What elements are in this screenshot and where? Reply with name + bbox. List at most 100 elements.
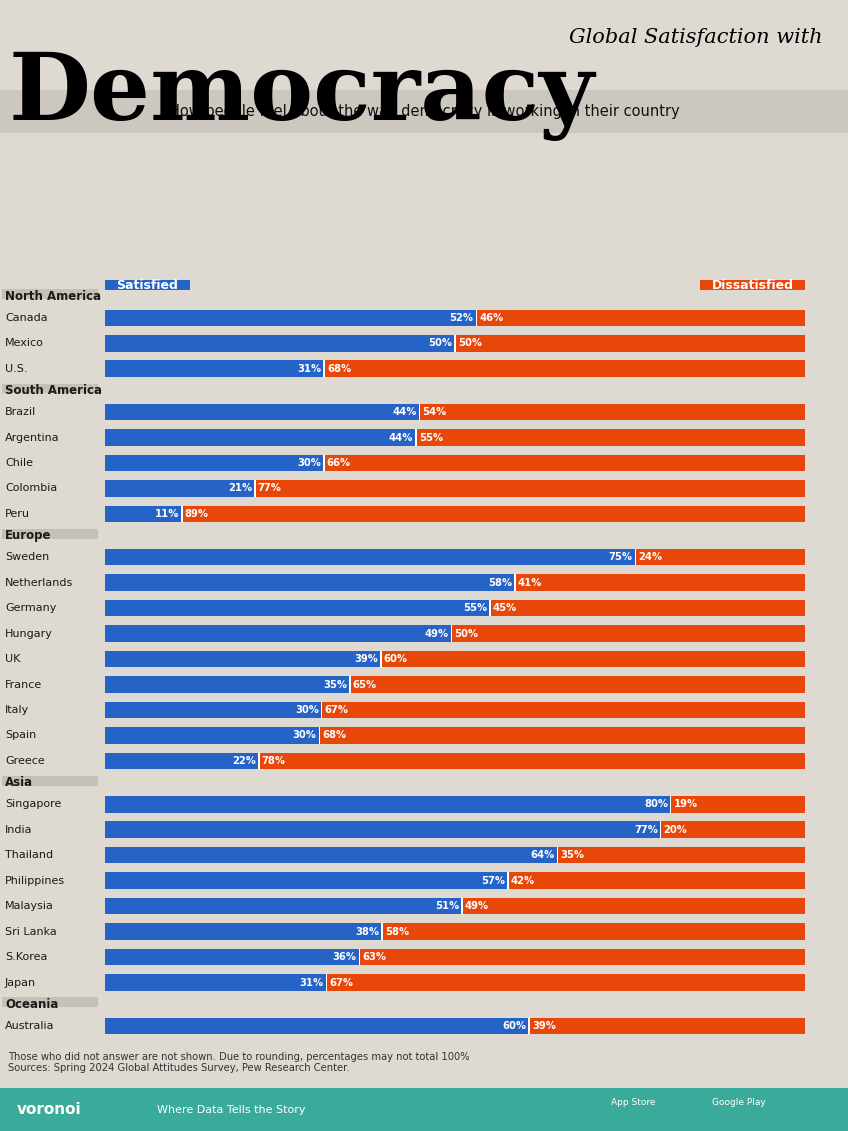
Bar (105, 650, 381, 667)
Text: 60%: 60% (503, 1021, 527, 1030)
Text: Malaysia: Malaysia (5, 901, 54, 912)
Text: 39%: 39% (532, 1021, 556, 1030)
Text: 55%: 55% (419, 432, 443, 442)
Text: 66%: 66% (326, 458, 350, 468)
Text: 54%: 54% (422, 407, 446, 417)
Bar (321, 701, 805, 718)
Bar (323, 361, 325, 377)
Text: South America: South America (5, 385, 102, 397)
Bar (105, 361, 324, 377)
Bar (326, 974, 327, 991)
Bar (700, 280, 805, 290)
Bar (259, 752, 805, 769)
Bar (105, 872, 508, 889)
Text: Philippines: Philippines (5, 875, 65, 886)
Bar (350, 676, 805, 693)
Bar (670, 796, 672, 812)
Bar (359, 949, 360, 966)
Text: Hungary: Hungary (5, 629, 53, 639)
Text: Sri Lanka: Sri Lanka (5, 926, 57, 936)
Text: Asia: Asia (5, 777, 33, 789)
Bar (635, 549, 805, 566)
Bar (105, 974, 326, 991)
Text: 22%: 22% (232, 756, 256, 766)
Bar (323, 455, 325, 472)
Text: 89%: 89% (185, 509, 209, 519)
Text: 67%: 67% (324, 705, 349, 715)
Text: Argentina: Argentina (5, 432, 59, 442)
Bar (360, 949, 805, 966)
Bar (105, 701, 321, 718)
Bar (105, 796, 671, 812)
Text: 50%: 50% (428, 338, 452, 348)
Bar (255, 481, 805, 497)
Text: 42%: 42% (510, 875, 535, 886)
Bar (105, 676, 350, 693)
Text: Italy: Italy (5, 705, 29, 715)
Bar (490, 599, 805, 616)
Bar (320, 727, 805, 744)
Text: 75%: 75% (609, 552, 633, 562)
Bar (321, 701, 322, 718)
Text: 63%: 63% (362, 952, 387, 962)
Text: 30%: 30% (297, 458, 321, 468)
Text: Greece: Greece (5, 756, 45, 766)
Bar (105, 752, 259, 769)
Text: Peru: Peru (5, 509, 30, 519)
Bar (557, 847, 558, 863)
Bar (105, 310, 477, 326)
Text: 50%: 50% (455, 629, 478, 639)
Text: UK: UK (5, 654, 20, 664)
Bar (105, 1018, 529, 1034)
Text: Netherlands: Netherlands (5, 578, 73, 588)
Bar (419, 404, 805, 421)
Text: India: India (5, 824, 32, 835)
Bar (382, 923, 805, 940)
Text: 31%: 31% (298, 364, 321, 373)
Bar (105, 847, 557, 863)
Text: 60%: 60% (383, 654, 408, 664)
Text: 57%: 57% (482, 875, 505, 886)
Text: 11%: 11% (155, 509, 179, 519)
Bar (105, 280, 190, 290)
Bar (105, 575, 515, 592)
Bar (529, 1018, 805, 1034)
Text: 20%: 20% (663, 824, 687, 835)
Text: Australia: Australia (5, 1021, 54, 1030)
Text: 45%: 45% (493, 603, 517, 613)
Bar (380, 650, 382, 667)
Bar (671, 796, 805, 812)
Text: Global Satisfaction with: Global Satisfaction with (569, 28, 823, 48)
Bar (324, 361, 805, 377)
Text: Japan: Japan (5, 977, 36, 987)
Bar (477, 310, 805, 326)
Text: 78%: 78% (262, 756, 286, 766)
Bar (508, 872, 805, 889)
Text: 44%: 44% (389, 432, 413, 442)
Text: 77%: 77% (634, 824, 658, 835)
Text: 41%: 41% (518, 578, 542, 588)
Text: S.Korea: S.Korea (5, 952, 47, 962)
Text: U.S.: U.S. (5, 364, 27, 373)
Text: 36%: 36% (332, 952, 357, 962)
Bar (451, 625, 452, 642)
Bar (105, 949, 360, 966)
Bar (416, 430, 417, 446)
Bar (416, 430, 805, 446)
Text: 50%: 50% (458, 338, 482, 348)
Text: 52%: 52% (449, 313, 474, 322)
Text: 44%: 44% (392, 407, 416, 417)
Bar (2, 383, 98, 394)
Text: Europe: Europe (5, 529, 52, 543)
Bar (105, 549, 635, 566)
Text: Sweden: Sweden (5, 552, 49, 562)
Text: Dissatisfied: Dissatisfied (711, 278, 794, 292)
Bar (181, 506, 183, 523)
Text: Germany: Germany (5, 603, 56, 613)
Text: 68%: 68% (322, 731, 346, 741)
Bar (349, 676, 351, 693)
Text: 39%: 39% (354, 654, 378, 664)
Text: Where Data Tells the Story: Where Data Tells the Story (157, 1105, 305, 1114)
Text: voronoi: voronoi (17, 1102, 81, 1117)
Text: Democracy: Democracy (8, 51, 594, 141)
